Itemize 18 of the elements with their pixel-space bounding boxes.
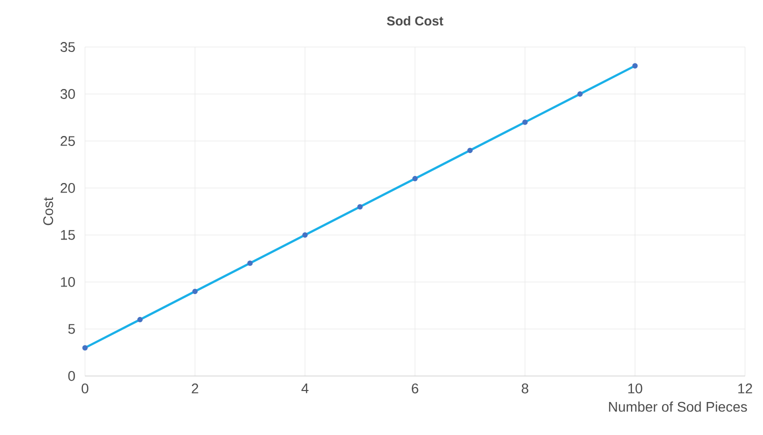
y-tick-label: 30 (60, 89, 75, 99)
x-tick-label: 6 (412, 384, 418, 394)
y-tick-label: 5 (68, 324, 75, 334)
x-tick-label: 12 (738, 384, 752, 394)
y-tick-label: 15 (61, 230, 75, 240)
y-tick-label: 0 (68, 371, 75, 381)
x-axis-title: Number of Sod Pieces (609, 402, 747, 412)
x-tick-label: 0 (82, 384, 88, 394)
y-axis-title: Cost (43, 197, 54, 226)
chart-title: Sod Cost (386, 16, 444, 26)
y-tick-label: 35 (60, 42, 75, 52)
x-tick-label: 10 (628, 384, 642, 394)
x-tick-label: 8 (522, 384, 528, 394)
x-tick-label: 2 (192, 384, 198, 394)
x-tick-label: 4 (301, 384, 308, 394)
y-tick-label: 10 (61, 277, 75, 287)
y-tick-label: 20 (60, 183, 75, 193)
y-tick-label: 25 (60, 136, 75, 146)
